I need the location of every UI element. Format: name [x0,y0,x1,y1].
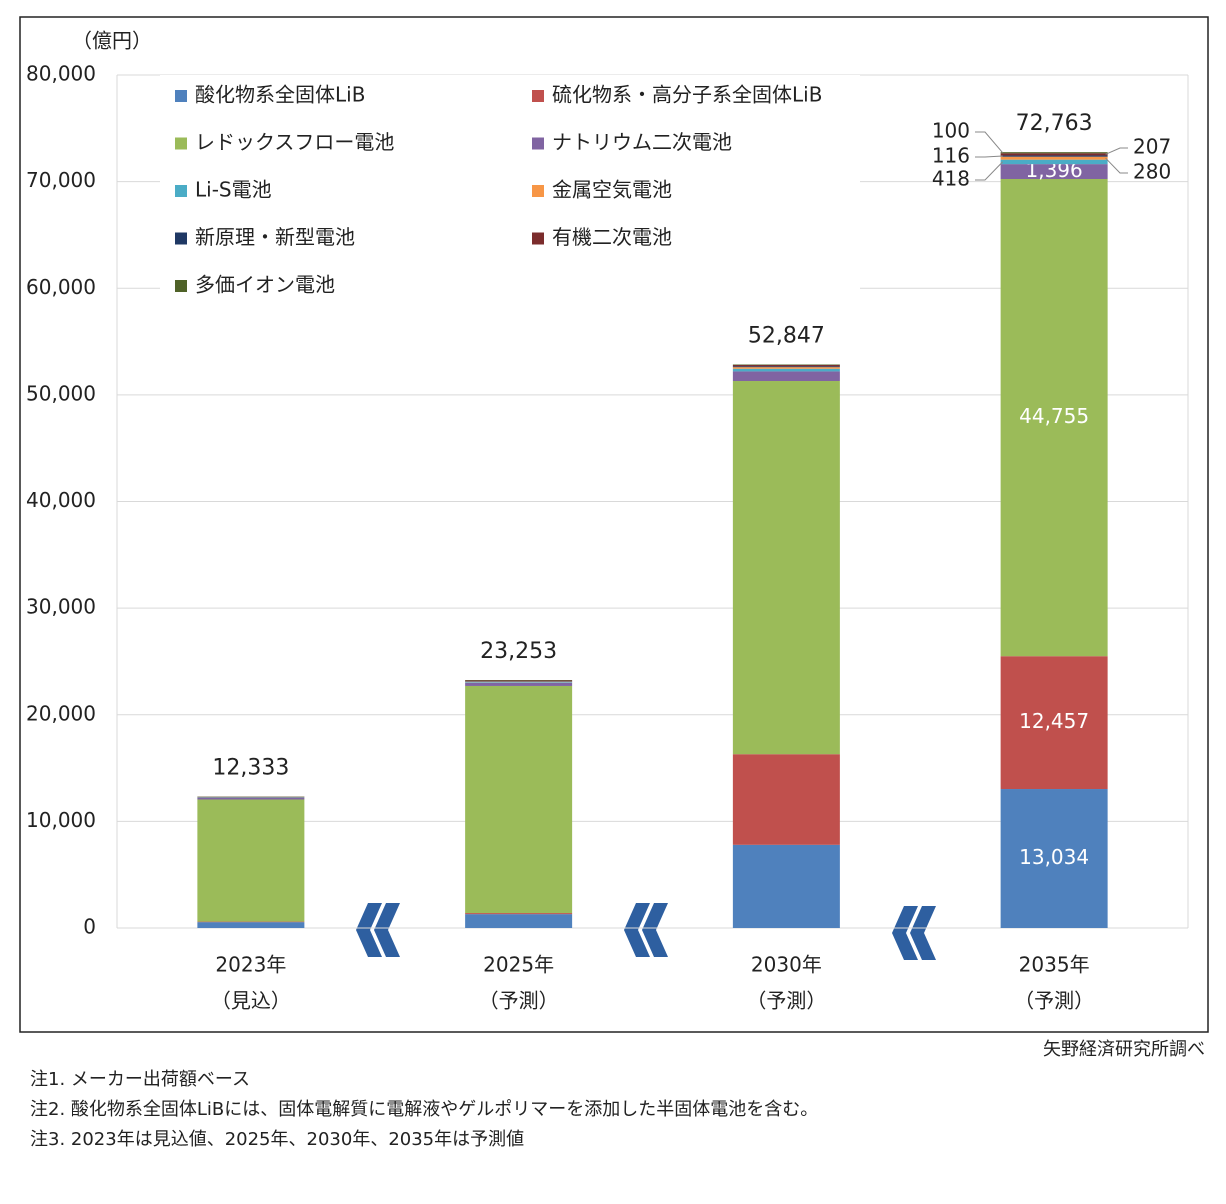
y-tick-label: 40,000 [26,488,96,512]
bar-segment [465,681,572,682]
x-tick-label: 2023年 [215,953,286,977]
bar-segment [1001,160,1108,164]
note: 注1. メーカー出荷額ベース [30,1069,250,1090]
bar-segment [465,686,572,913]
leader-line [975,162,1003,180]
bar-segment [465,681,572,682]
legend-label: 多価イオン電池 [195,273,335,297]
legend-label: 有機二次電池 [552,225,672,249]
x-tick-note: （予測） [746,989,826,1013]
bar-segment [1001,157,1108,160]
bar-segment [465,913,572,914]
y-tick-label: 0 [83,915,96,939]
data-label: 418 [932,167,970,191]
y-tick-label: 30,000 [26,595,96,619]
total-label: 23,253 [480,639,557,664]
data-label: 12,457 [1019,709,1089,733]
legend-label: Li-S電池 [195,178,272,202]
legend-label: 硫化物系・高分子系全固体LiB [552,83,822,107]
unit-label: （億円） [72,29,152,53]
y-tick-label: 80,000 [26,62,96,86]
data-label: 100 [932,119,970,143]
data-label: 207 [1133,135,1171,159]
leader-line [1106,158,1128,173]
bar-segment [733,845,840,928]
legend-swatch [532,90,544,102]
y-tick-label: 70,000 [26,168,96,192]
data-label: 280 [1133,160,1171,184]
legend-label: 新原理・新型電池 [195,225,355,249]
bar-segment [733,371,840,381]
x-tick-note: （予測） [479,989,559,1013]
legend-swatch [175,90,187,102]
bar-segment [197,800,304,922]
data-label: 44,755 [1019,404,1089,428]
total-label: 72,763 [1016,111,1093,136]
y-tick-label: 10,000 [26,808,96,832]
x-tick-label: 2030年 [751,953,822,977]
legend-label: ナトリウム二次電池 [552,130,732,154]
leader-line [975,156,1003,157]
legend-swatch [175,233,187,245]
bar-segment [1001,153,1108,155]
legend-swatch [175,280,187,292]
bar-segment [733,381,840,754]
x-tick-label: 2025年 [483,953,554,977]
bar-segment [197,922,304,928]
note: 注2. 酸化物系全固体LiBには、固体電解質に電解液やゲルポリマーを添加した半固… [30,1099,818,1120]
legend-swatch [175,185,187,197]
bar-segment [197,922,304,923]
bar-segment [465,682,572,683]
bar-segment [733,369,840,372]
y-tick-label: 20,000 [26,701,96,725]
bar-segment [197,798,304,800]
legend-swatch [532,138,544,150]
bar-segment [1001,152,1108,153]
bar-segment [733,365,840,366]
bar-segment [1001,155,1108,156]
x-tick-note: （予測） [1014,989,1094,1013]
source: 矢野経済研究所調べ [1043,1039,1205,1060]
bar-segment [465,683,572,686]
bar-segment [733,754,840,845]
bar-segment [733,366,840,367]
break-marks [356,903,936,960]
legend-label: レドックスフロー電池 [195,130,394,154]
legend-label: 酸化物系全固体LiB [195,83,365,107]
note: 注3. 2023年は見込値、2025年、2030年、2035年は予測値 [30,1129,524,1150]
leader-line [975,132,1003,153]
leader-line [1106,148,1128,154]
bar-segment [733,365,840,366]
legend-swatch [532,185,544,197]
bar-segment [465,914,572,928]
x-tick-label: 2035年 [1019,953,1090,977]
x-tick-note: （見込） [211,989,291,1013]
data-label: 116 [932,144,970,168]
total-label: 52,847 [748,324,825,349]
legend-swatch [532,233,544,245]
total-label: 12,333 [212,755,289,780]
data-label: 13,034 [1019,845,1089,869]
legend-swatch [175,138,187,150]
y-tick-label: 60,000 [26,275,96,299]
legend-label: 金属空気電池 [552,178,672,202]
y-tick-label: 50,000 [26,381,96,405]
bar-segment [733,367,840,369]
